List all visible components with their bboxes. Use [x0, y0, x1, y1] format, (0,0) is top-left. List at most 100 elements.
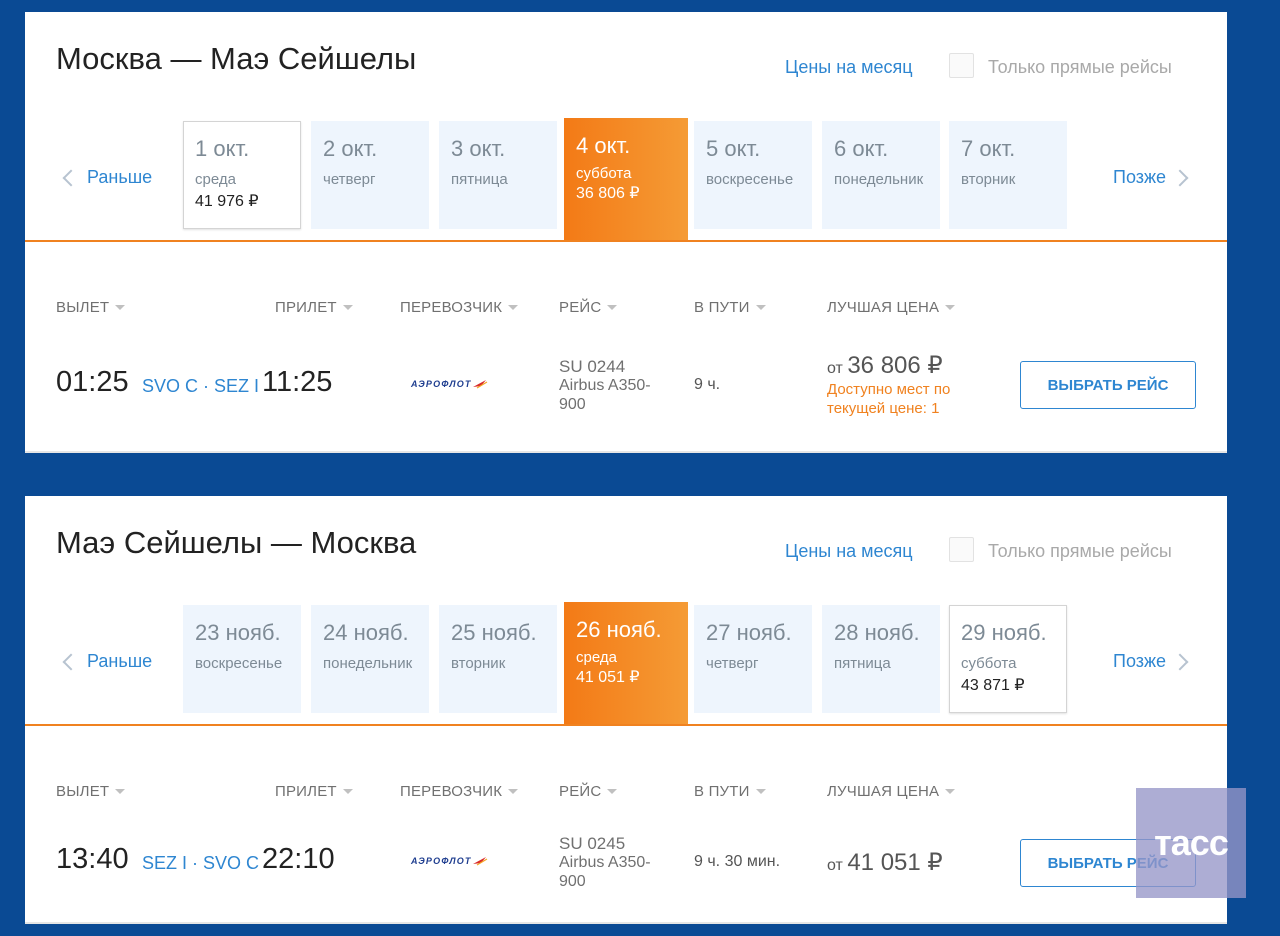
date-label: 25 нояб.	[451, 620, 537, 645]
date-label: 29 нояб.	[961, 620, 1047, 645]
flight-number: SU 0244	[559, 357, 626, 376]
sort-carrier[interactable]: ПЕРЕВОЗЧИК	[400, 299, 519, 316]
date-label: 23 нояб.	[195, 620, 281, 645]
airport-codes: SEZ I · SVO C	[142, 853, 260, 873]
date-label: 4 окт.	[576, 133, 631, 158]
date-option[interactable]: 5 окт. воскресенье	[694, 121, 812, 229]
best-price: от 36 806 ₽	[827, 351, 943, 380]
caret-down-icon	[508, 789, 519, 794]
sort-departure[interactable]: ВЫЛЕТ	[56, 783, 126, 800]
tass-watermark: тасс	[1136, 788, 1246, 898]
weekday-label: четверг	[323, 171, 376, 188]
sort-price[interactable]: ЛУЧШАЯ ЦЕНА	[827, 299, 956, 316]
aeroflot-logo: АЭРОФЛОТ	[411, 856, 488, 866]
date-price: 36 806 ₽	[576, 185, 640, 202]
weekday-label: воскресенье	[195, 655, 283, 672]
logo-text: АЭРОФЛОТ	[411, 379, 472, 389]
flight-duration: 9 ч. 30 мин.	[694, 853, 781, 870]
weekday-label: пятница	[834, 655, 891, 672]
airport-codes: SVO C · SEZ I	[142, 376, 260, 396]
date-option[interactable]: 27 нояб. четверг	[694, 605, 812, 713]
later-label: Позже	[1113, 651, 1167, 671]
date-label: 5 окт.	[706, 136, 761, 161]
date-option[interactable]: 28 нояб. пятница	[822, 605, 940, 713]
weekday-label: вторник	[451, 655, 506, 672]
date-option[interactable]: 29 нояб. суббота 43 871 ₽	[949, 605, 1067, 713]
sort-carrier[interactable]: ПЕРЕВОЗЧИК	[400, 783, 519, 800]
flight-info: SU 0245 Airbus A350-900	[559, 834, 659, 891]
price-value: 41 051 ₽	[847, 849, 943, 876]
date-option-selected[interactable]: 26 нояб. среда 41 051 ₽	[564, 602, 688, 726]
flight-info: SU 0244 Airbus A350-900	[559, 357, 659, 414]
date-label: 1 окт.	[195, 136, 250, 161]
date-option[interactable]: 2 окт. четверг	[311, 121, 429, 229]
sort-arrival[interactable]: ПРИЛЕТ	[275, 783, 353, 800]
direct-flights-checkbox[interactable]	[949, 537, 974, 562]
wing-icon	[472, 380, 487, 389]
date-option[interactable]: 7 окт. вторник	[949, 121, 1067, 229]
wing-icon	[472, 857, 487, 866]
date-label: 7 окт.	[961, 136, 1016, 161]
date-option[interactable]: 25 нояб. вторник	[439, 605, 557, 713]
header-label: ПРИЛЕТ	[275, 299, 337, 316]
date-label: 28 нояб.	[834, 620, 920, 645]
caret-down-icon	[115, 789, 126, 794]
divider	[25, 922, 1227, 924]
header-label: ВЫЛЕТ	[56, 783, 110, 800]
earlier-button[interactable]: Раньше	[61, 651, 152, 672]
flight-number: SU 0245	[559, 834, 626, 853]
date-option[interactable]: 6 окт. понедельник	[822, 121, 940, 229]
date-option[interactable]: 23 нояб. воскресенье	[183, 605, 301, 713]
watermark-text: тасс	[1154, 822, 1229, 863]
header-label: ВЫЛЕТ	[56, 299, 110, 316]
arrival-time: 22:10	[262, 843, 335, 875]
later-button[interactable]: Позже	[1113, 651, 1189, 672]
weekday-label: вторник	[961, 171, 1016, 188]
chevron-right-icon	[1171, 653, 1189, 670]
weekday-label: пятница	[451, 171, 508, 188]
weekday-label: понедельник	[323, 655, 413, 672]
logo-text: АЭРОФЛОТ	[411, 856, 472, 866]
sort-duration[interactable]: В ПУТИ	[694, 299, 766, 316]
date-option[interactable]: 24 нояб. понедельник	[311, 605, 429, 713]
weekday-label: среда	[576, 649, 617, 666]
chevron-left-icon	[62, 653, 80, 670]
header-label: ЛУЧШАЯ ЦЕНА	[827, 299, 940, 316]
month-prices-link[interactable]: Цены на месяц	[785, 541, 913, 561]
price-prefix: от	[827, 360, 843, 377]
direct-flights-checkbox[interactable]	[949, 53, 974, 78]
caret-down-icon	[607, 305, 618, 310]
date-option-selected[interactable]: 4 окт. суббота 36 806 ₽	[564, 118, 688, 242]
sort-departure[interactable]: ВЫЛЕТ	[56, 299, 126, 316]
sort-flight[interactable]: РЕЙС	[559, 783, 618, 800]
caret-down-icon	[755, 305, 766, 310]
sort-price[interactable]: ЛУЧШАЯ ЦЕНА	[827, 783, 956, 800]
caret-down-icon	[115, 305, 126, 310]
caret-down-icon	[342, 789, 353, 794]
date-option[interactable]: 3 окт. пятница	[439, 121, 557, 229]
header-label: РЕЙС	[559, 783, 602, 800]
aeroflot-logo: АЭРОФЛОТ	[411, 379, 488, 389]
earlier-label: Раньше	[87, 651, 153, 671]
header-label: ПЕРЕВОЗЧИК	[400, 783, 503, 800]
arrival-time: 11:25	[262, 366, 333, 398]
caret-down-icon	[755, 789, 766, 794]
date-price: 41 976 ₽	[195, 193, 259, 210]
weekday-label: суббота	[576, 165, 632, 182]
divider	[25, 724, 1227, 726]
weekday-label: среда	[195, 171, 236, 188]
sort-arrival[interactable]: ПРИЛЕТ	[275, 299, 353, 316]
later-button[interactable]: Позже	[1113, 167, 1189, 188]
month-prices-link[interactable]: Цены на месяц	[785, 57, 913, 77]
date-price: 43 871 ₽	[961, 677, 1025, 694]
sort-duration[interactable]: В ПУТИ	[694, 783, 766, 800]
caret-down-icon	[508, 305, 519, 310]
select-flight-button[interactable]: ВЫБРАТЬ РЕЙС	[1020, 361, 1196, 409]
caret-down-icon	[945, 305, 956, 310]
sort-flight[interactable]: РЕЙС	[559, 299, 618, 316]
date-label: 27 нояб.	[706, 620, 792, 645]
date-option[interactable]: 1 окт. среда 41 976 ₽	[183, 121, 301, 229]
return-panel: Маэ Сейшелы — Москва Цены на месяц Тольк…	[25, 496, 1227, 924]
earlier-button[interactable]: Раньше	[61, 167, 152, 188]
weekday-label: воскресенье	[706, 171, 794, 188]
